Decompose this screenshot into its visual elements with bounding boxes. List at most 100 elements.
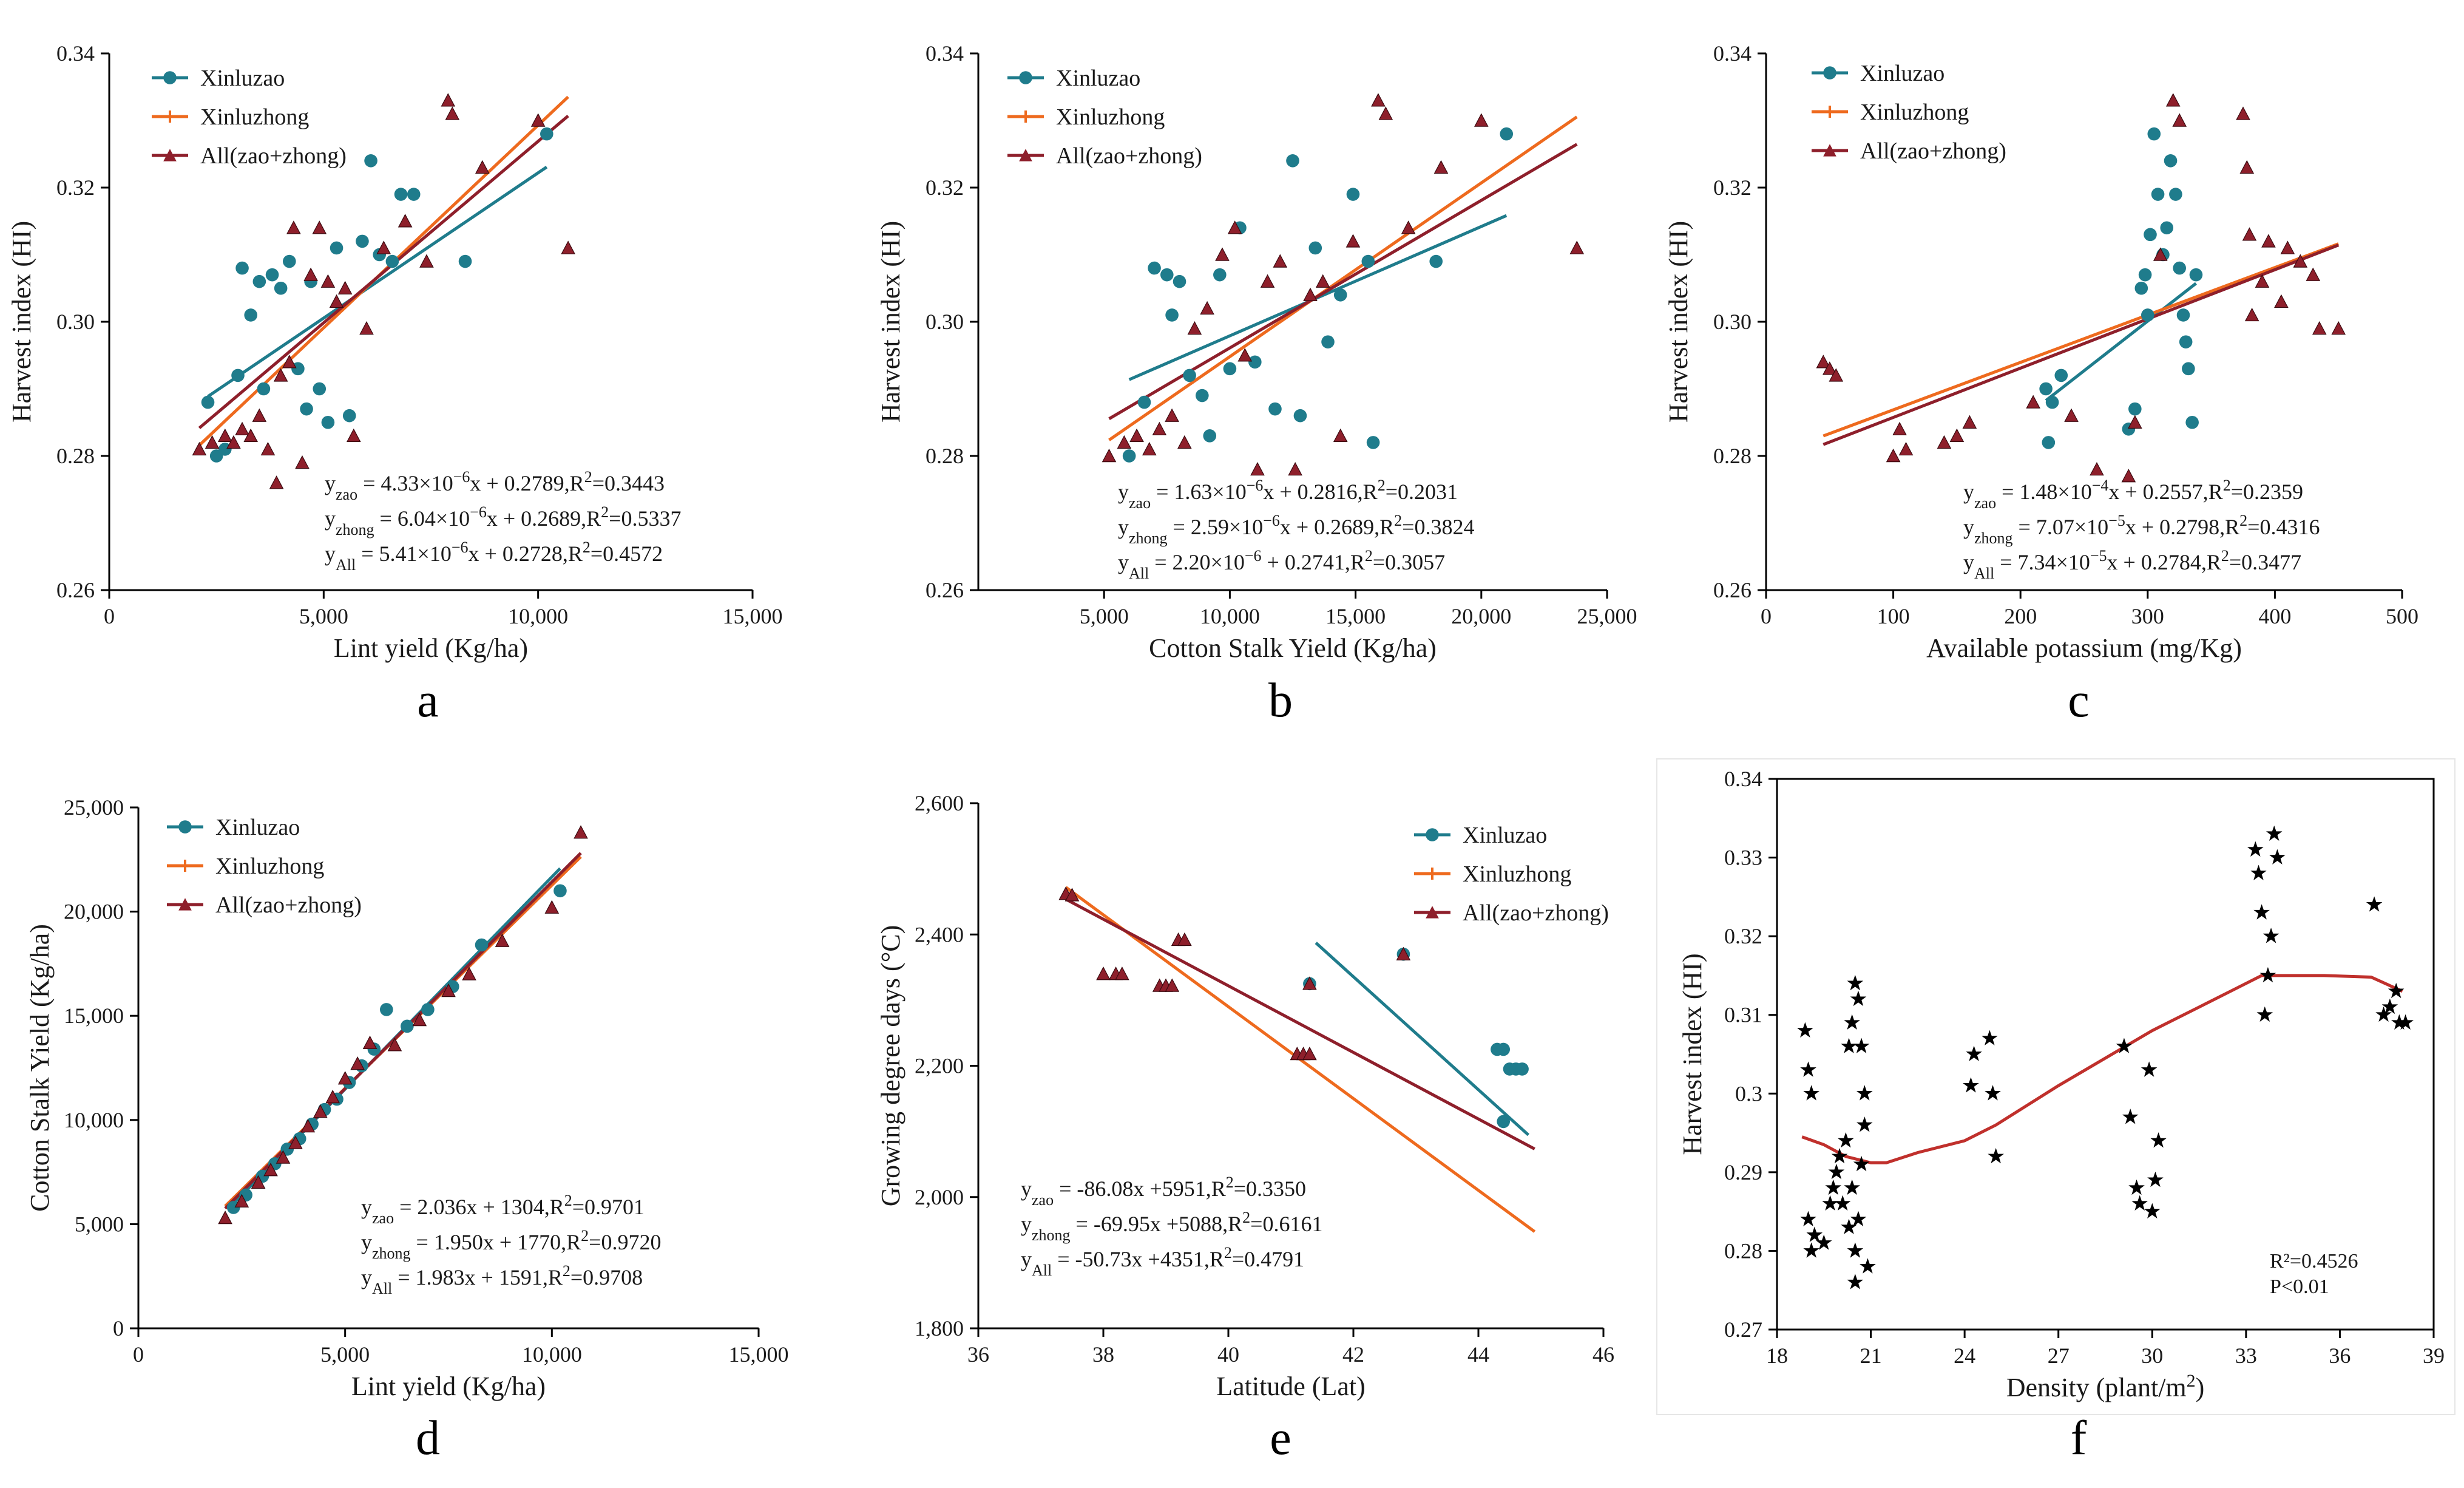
equation-part: zhong bbox=[1032, 1226, 1071, 1244]
equation-part: zao bbox=[1974, 494, 1996, 512]
legend-label: Xinluzao bbox=[200, 66, 285, 91]
point-zao bbox=[2176, 308, 2190, 322]
equation-part: x + 0.2557,R bbox=[2108, 480, 2222, 504]
y-axis-title: Harvest index (HI) bbox=[7, 221, 36, 423]
point-all bbox=[286, 220, 301, 234]
y-tick-label: 1,800 bbox=[915, 1316, 964, 1340]
legend-label: Xinluzao bbox=[1463, 823, 1547, 848]
legend-label: All(zao+zhong) bbox=[200, 143, 347, 169]
point-density bbox=[1800, 1061, 1816, 1077]
point-density bbox=[2256, 1006, 2273, 1022]
equation-all: yAll = -50.73x +4351,R2=0.4791 bbox=[1021, 1244, 1304, 1279]
y-tick-label: 25,000 bbox=[64, 795, 124, 820]
x-tick-label: 42 bbox=[1342, 1342, 1364, 1367]
point-zao bbox=[1268, 402, 1282, 416]
point-all bbox=[2236, 107, 2250, 120]
point-zao bbox=[283, 254, 296, 268]
point-zao bbox=[244, 308, 257, 322]
point-zao bbox=[231, 369, 245, 382]
equation-part: y bbox=[1021, 1247, 1032, 1271]
point-all bbox=[1250, 462, 1265, 476]
point-all bbox=[1261, 274, 1274, 288]
legend-marker bbox=[1823, 66, 1836, 80]
point-zao bbox=[1429, 254, 1443, 268]
point-all bbox=[1474, 114, 1489, 127]
point-density bbox=[1841, 1218, 1857, 1234]
point-density bbox=[1847, 1274, 1864, 1289]
point-zao bbox=[235, 261, 249, 275]
x-tick-label: 46 bbox=[1592, 1342, 1614, 1367]
equation-part: 2 bbox=[584, 468, 592, 486]
point-zao bbox=[1497, 1115, 1510, 1129]
equation-zhong: yzhong = 1.950x + 1770,R2=0.9720 bbox=[361, 1227, 661, 1262]
point-density bbox=[2263, 928, 2280, 943]
point-all bbox=[475, 160, 490, 174]
point-zao bbox=[2128, 402, 2142, 416]
point-zao bbox=[2144, 228, 2157, 242]
y-tick-label: 0 bbox=[113, 1316, 124, 1340]
equation-part: =0.3057 bbox=[1373, 550, 1445, 574]
point-all bbox=[2090, 462, 2104, 476]
point-density bbox=[1982, 1030, 1998, 1045]
legend-label: Xinluzhong bbox=[215, 854, 324, 879]
point-all bbox=[2274, 294, 2289, 308]
x-tick-label: 30 bbox=[2141, 1344, 2163, 1368]
fit-line-zhong bbox=[1108, 115, 1578, 441]
point-all bbox=[2172, 114, 2187, 127]
equation-part: −6 bbox=[1245, 547, 1262, 565]
point-zao bbox=[2138, 268, 2152, 282]
point-all bbox=[561, 241, 575, 254]
equation-part: −5 bbox=[2108, 512, 2125, 529]
fit-line-zao bbox=[1315, 942, 1530, 1136]
fit-line-zhong bbox=[1823, 242, 2340, 438]
y-tick-label: 0.32 bbox=[1724, 924, 1762, 948]
equation-part: =0.3477 bbox=[2229, 550, 2301, 574]
point-all bbox=[1333, 429, 1348, 443]
equation-part: zao bbox=[372, 1209, 394, 1227]
x-axis-title: Density (plant/m2) bbox=[2006, 1371, 2205, 1403]
point-zao bbox=[321, 415, 335, 429]
legend-item-zao: Xinluzao bbox=[1414, 823, 1547, 848]
point-zao bbox=[1308, 241, 1322, 255]
equation-part: =0.2031 bbox=[1386, 480, 1458, 504]
equation-part: zao bbox=[1032, 1191, 1054, 1209]
point-density bbox=[2144, 1203, 2161, 1218]
equation-part: = 2.59×10 bbox=[1168, 515, 1264, 539]
equation-part: + 0.2741,R bbox=[1262, 550, 1365, 574]
point-zao bbox=[257, 382, 271, 396]
equation-part: 2 bbox=[1224, 1244, 1232, 1262]
point-density bbox=[1847, 974, 1864, 991]
point-all bbox=[295, 455, 310, 469]
equation-part: 2 bbox=[583, 538, 591, 556]
equation-zao: yzao = -86.08x +5951,R2=0.3350 bbox=[1021, 1174, 1306, 1209]
point-zao bbox=[1160, 268, 1174, 282]
point-density bbox=[1822, 1195, 1838, 1211]
legend-marker bbox=[178, 820, 192, 834]
point-zao bbox=[2045, 395, 2059, 409]
point-all bbox=[321, 274, 335, 288]
point-all bbox=[1371, 93, 1386, 107]
x-tick-label: 15,000 bbox=[1325, 604, 1386, 628]
point-all bbox=[2280, 241, 2295, 254]
point-density bbox=[1841, 1038, 1857, 1053]
x-tick-label: 5,000 bbox=[1080, 604, 1129, 628]
legend-label: Xinluzhong bbox=[1860, 100, 1969, 125]
legend-label: All(zao+zhong) bbox=[1056, 143, 1202, 169]
equation-part: =0.4791 bbox=[1232, 1247, 1304, 1271]
equation-part: = 2.20×10 bbox=[1149, 550, 1245, 574]
point-all bbox=[1346, 234, 1360, 248]
point-density bbox=[1828, 1163, 1845, 1180]
fit-line-all bbox=[1823, 243, 2340, 446]
fit-line-all bbox=[198, 114, 569, 429]
point-all bbox=[1434, 160, 1448, 174]
stat-text: P<0.01 bbox=[2270, 1276, 2329, 1298]
point-all bbox=[1129, 429, 1144, 443]
point-zao bbox=[356, 234, 369, 248]
point-density bbox=[1815, 1234, 1832, 1250]
point-all bbox=[359, 321, 374, 335]
point-zao bbox=[2179, 335, 2193, 348]
point-zao bbox=[1137, 395, 1151, 409]
x-tick-label: 40 bbox=[1217, 1342, 1239, 1367]
x-tick-label: 36 bbox=[967, 1342, 989, 1367]
